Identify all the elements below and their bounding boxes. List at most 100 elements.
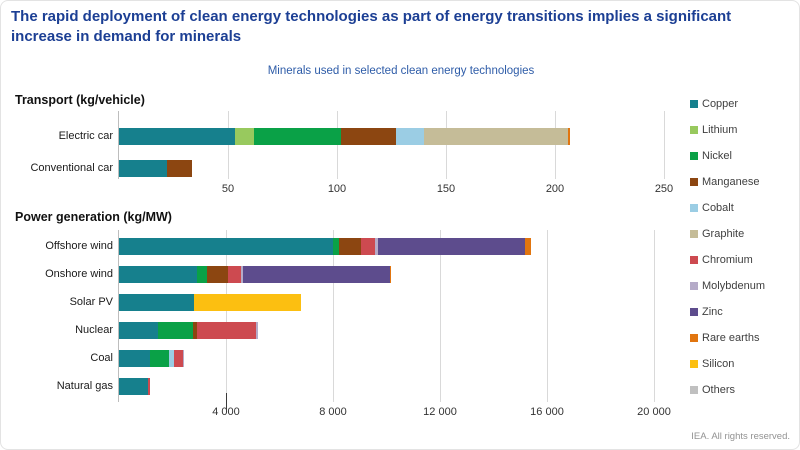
bar-segment-zinc bbox=[377, 238, 525, 255]
legend-swatch-manganese-icon bbox=[690, 178, 698, 186]
bar-segment-nickel bbox=[196, 266, 208, 283]
bar-segment-molybdenum bbox=[255, 322, 258, 339]
bar-segment-manganese bbox=[339, 238, 361, 255]
gridline bbox=[228, 111, 229, 179]
gridline bbox=[555, 111, 556, 179]
x-tick-label: 12 000 bbox=[423, 406, 457, 418]
x-tick-label: 250 bbox=[654, 183, 674, 195]
legend-label: Graphite bbox=[702, 228, 745, 240]
copyright-note: IEA. All rights reserved. bbox=[691, 431, 790, 442]
legend-item-rare-earths: Rare earths bbox=[690, 332, 765, 344]
bar-segment-copper bbox=[119, 160, 167, 177]
legend-label: Lithium bbox=[702, 124, 738, 136]
bar-electric-car bbox=[119, 128, 571, 145]
bar-segment-rare-earths bbox=[524, 238, 532, 255]
x-tick-label: 50 bbox=[221, 183, 235, 195]
legend-item-others: Others bbox=[690, 384, 765, 396]
legend-item-manganese: Manganese bbox=[690, 176, 765, 188]
legend-label: Copper bbox=[702, 98, 739, 110]
bar-segment-copper bbox=[119, 128, 235, 145]
legend-item-lithium: Lithium bbox=[690, 124, 765, 136]
bar-onshore-wind bbox=[119, 266, 391, 283]
axis-tick-artifact bbox=[226, 393, 227, 412]
bar-segment-nickel bbox=[149, 350, 169, 367]
legend-label: Molybdenum bbox=[702, 280, 765, 292]
legend-label: Zinc bbox=[702, 306, 723, 318]
bar-segment-manganese bbox=[193, 322, 198, 339]
bar-segment-chromium bbox=[174, 350, 183, 367]
category-label-natural-gas: Natural gas bbox=[56, 380, 113, 392]
gridline bbox=[654, 230, 655, 402]
bar-segment-graphite bbox=[424, 128, 569, 145]
bar-offshore-wind bbox=[119, 238, 532, 255]
bar-segment-nickel bbox=[333, 238, 340, 255]
legend-swatch-cobalt-icon bbox=[690, 204, 698, 212]
gridline bbox=[337, 111, 338, 179]
bar-segment-molybdenum bbox=[240, 266, 244, 283]
transport-section-label: Transport (kg/vehicle) bbox=[15, 93, 145, 107]
legend-swatch-molybdenum-icon bbox=[690, 282, 698, 290]
gridline bbox=[547, 230, 548, 402]
legend-label: Manganese bbox=[702, 176, 760, 188]
bar-segment-nickel bbox=[254, 128, 342, 145]
bar-segment-chromium bbox=[360, 238, 375, 255]
gridline bbox=[664, 111, 665, 179]
x-tick-label: 4 000 bbox=[212, 406, 240, 418]
bar-segment-manganese bbox=[166, 160, 193, 177]
bar-segment-copper bbox=[119, 350, 150, 367]
page-title: The rapid deployment of clean energy tec… bbox=[11, 8, 732, 46]
legend-swatch-rare-earths-icon bbox=[690, 334, 698, 342]
bar-segment-copper bbox=[119, 266, 197, 283]
legend-item-graphite: Graphite bbox=[690, 228, 765, 240]
legend-label: Nickel bbox=[702, 150, 732, 162]
legend-swatch-nickel-icon bbox=[690, 152, 698, 160]
x-tick-label: 150 bbox=[436, 183, 456, 195]
x-tick-label: 200 bbox=[545, 183, 565, 195]
category-label-coal: Coal bbox=[90, 352, 113, 364]
gridline bbox=[333, 230, 334, 402]
bar-segment-nickel bbox=[158, 322, 194, 339]
legend-item-nickel: Nickel bbox=[690, 150, 765, 162]
bar-coal bbox=[119, 350, 185, 367]
legend: Copper Lithium Nickel Manganese Cobalt Graphi… bbox=[690, 98, 765, 396]
category-label-conventional-car: Conventional car bbox=[30, 162, 113, 174]
bar-segment-copper bbox=[119, 378, 149, 395]
power-section-label: Power generation (kg/MW) bbox=[15, 210, 172, 224]
legend-swatch-copper-icon bbox=[690, 100, 698, 108]
legend-swatch-zinc-icon bbox=[690, 308, 698, 316]
legend-label: Silicon bbox=[702, 358, 735, 370]
bar-segment-manganese bbox=[341, 128, 396, 145]
bar-segment-chromium bbox=[148, 378, 150, 395]
x-tick-label: 8 000 bbox=[319, 406, 347, 418]
legend-label: Cobalt bbox=[702, 202, 734, 214]
legend-swatch-lithium-icon bbox=[690, 126, 698, 134]
legend-swatch-chromium-icon bbox=[690, 256, 698, 264]
y-axis-line bbox=[118, 111, 119, 179]
bar-segment-cobalt bbox=[395, 128, 425, 145]
category-label-electric-car: Electric car bbox=[58, 130, 113, 142]
bar-nuclear bbox=[119, 322, 258, 339]
x-tick-label: 16 000 bbox=[530, 406, 564, 418]
legend-item-chromium: Chromium bbox=[690, 254, 765, 266]
chart-subtitle: Minerals used in selected clean energy t… bbox=[267, 65, 535, 77]
x-tick-label: 100 bbox=[327, 183, 347, 195]
bar-segment-chromium bbox=[228, 266, 241, 283]
bar-segment-rare-earths bbox=[568, 128, 571, 145]
legend-label: Chromium bbox=[702, 254, 753, 266]
bar-segment-molybdenum bbox=[182, 350, 185, 367]
legend-item-zinc: Zinc bbox=[690, 306, 765, 318]
legend-item-molybdenum: Molybdenum bbox=[690, 280, 765, 292]
category-label-onshore-wind: Onshore wind bbox=[45, 268, 113, 280]
legend-swatch-silicon-icon bbox=[690, 360, 698, 368]
bar-segment-cobalt bbox=[169, 350, 175, 367]
bar-segment-copper bbox=[119, 294, 194, 311]
bar-segment-lithium bbox=[234, 128, 255, 145]
bar-solar-pv bbox=[119, 294, 301, 311]
bar-segment-copper bbox=[119, 238, 333, 255]
gridline bbox=[440, 230, 441, 402]
bar-segment-zinc bbox=[243, 266, 391, 283]
category-label-solar-pv: Solar PV bbox=[69, 296, 113, 308]
bar-natural-gas bbox=[119, 378, 150, 395]
category-label-offshore-wind: Offshore wind bbox=[45, 240, 113, 252]
